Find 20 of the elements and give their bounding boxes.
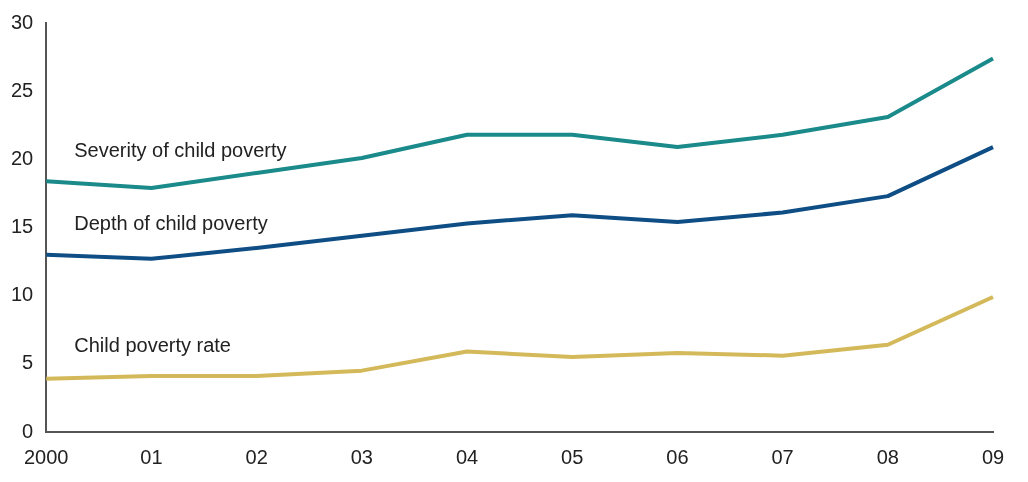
x-tick-label: 04: [455, 445, 479, 468]
series-label: Severity of child poverty: [74, 138, 287, 161]
x-tick-label: 09: [981, 445, 1005, 468]
y-tick-label: 20: [11, 146, 34, 169]
series-label: Depth of child poverty: [74, 212, 268, 235]
y-tick-label: 10: [11, 283, 34, 306]
x-tick-label: 2000: [24, 445, 69, 468]
x-tick-label: 06: [666, 445, 689, 468]
x-tick-label: 05: [561, 445, 584, 468]
y-tick-label: 30: [11, 10, 34, 33]
y-tick-label: 0: [22, 419, 34, 442]
x-tick-label: 03: [350, 445, 373, 468]
series-label: Child poverty rate: [74, 333, 231, 356]
x-tick-label: 08: [876, 445, 899, 468]
y-tick-label: 25: [11, 78, 34, 101]
y-tick-label: 5: [22, 351, 34, 374]
x-tick-label: 07: [771, 445, 794, 468]
y-tick-label: 15: [11, 215, 34, 238]
x-tick-label: 02: [245, 445, 268, 468]
x-tick-label: 01: [140, 445, 163, 468]
